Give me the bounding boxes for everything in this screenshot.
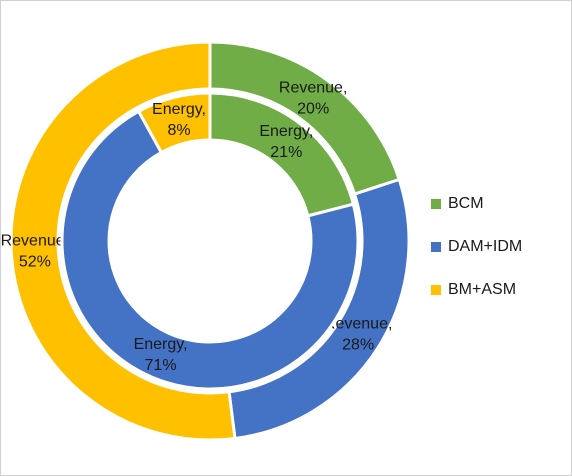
donut-slice [9,40,237,442]
legend-swatch [431,199,441,209]
donut-slice [136,91,212,155]
data-label: Revenue, 52% [1,233,70,271]
data-label: Revenue, 20% [279,80,348,118]
legend-label: DAM+IDM [448,238,522,255]
legend-swatch [431,242,441,252]
legend-label: BM+ASM [448,281,516,298]
data-label: Energy, 71% [134,336,188,374]
data-label: Energy, 21% [259,123,313,161]
data-label: Energy, 8% [152,101,206,139]
donut-slice [60,109,360,391]
legend-label: BCM [448,195,484,212]
data-label: Revenue, 28% [324,316,393,354]
legend-swatch [431,285,441,295]
